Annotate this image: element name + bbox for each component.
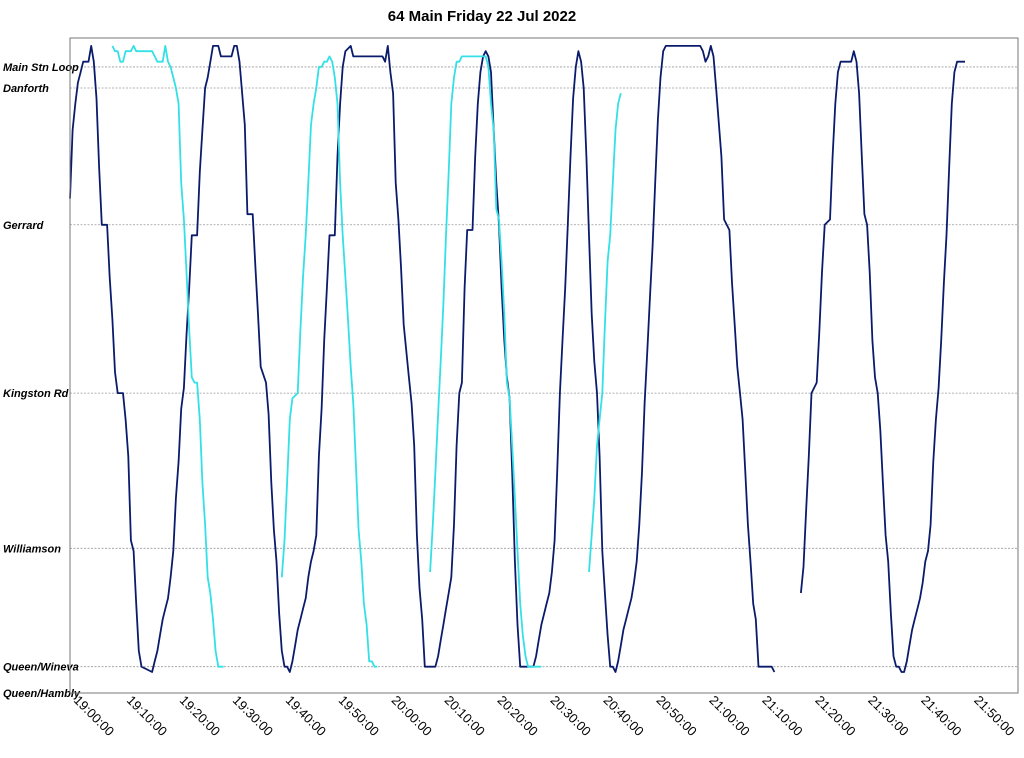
y-label-williamson: Williamson [3, 543, 61, 555]
x-tick-label: 21:30:00 [865, 693, 911, 739]
x-tick: 21:00:00 [706, 693, 752, 739]
x-tick: 19:40:00 [283, 693, 329, 739]
x-tick-label: 20:00:00 [389, 693, 435, 739]
x-tick: 19:10:00 [124, 693, 170, 739]
x-tick-label: 20:10:00 [442, 693, 488, 739]
x-tick-label: 20:20:00 [495, 693, 541, 739]
x-tick-label: 21:10:00 [759, 693, 805, 739]
y-label-queen-hambly: Queen/Hambly [3, 688, 81, 700]
y-label-main-stn-loop: Main Stn Loop [3, 62, 79, 74]
plot-area-frame [69, 37, 1019, 694]
x-tick: 20:40:00 [600, 693, 646, 739]
x-tick-label: 21:50:00 [971, 693, 1017, 739]
series-line-2 [800, 50, 965, 673]
gridlines [70, 66, 1018, 668]
chart-title: 64 Main Friday 22 Jul 2022 [388, 8, 576, 25]
x-tick-label: 19:50:00 [336, 693, 382, 739]
x-tick: 20:00:00 [389, 693, 435, 739]
x-axis-tick-labels: 19:00:00 19:10:00 19:20:00 19:30:00 19:40:00… [71, 693, 1018, 739]
x-tick: 21:40:00 [918, 693, 964, 739]
series-line-3 [111, 45, 224, 668]
x-tick: 20:30:00 [548, 693, 594, 739]
x-tick-label: 19:00:00 [71, 693, 117, 739]
x-tick-label: 21:20:00 [812, 693, 858, 739]
series-line-5 [429, 55, 542, 668]
y-label-danforth: Danforth [3, 83, 49, 95]
x-tick-label: 20:30:00 [548, 693, 594, 739]
x-tick: 19:00:00 [71, 693, 117, 739]
y-axis-stop-labels: Main Stn Loop Danforth Gerrard Kingston Rd W… [3, 62, 81, 700]
y-label-kingston-rd: Kingston Rd [3, 388, 69, 400]
series-lines [69, 45, 965, 673]
x-tick: 19:30:00 [230, 693, 276, 739]
x-tick: 20:50:00 [653, 693, 699, 739]
series-line-1 [69, 45, 776, 673]
series-line-6 [588, 92, 622, 573]
x-tick-label: 19:40:00 [283, 693, 329, 739]
x-tick: 21:50:00 [971, 693, 1017, 739]
x-tick: 20:20:00 [495, 693, 541, 739]
x-tick: 21:30:00 [865, 693, 911, 739]
x-tick-label: 21:00:00 [706, 693, 752, 739]
x-tick: 19:50:00 [336, 693, 382, 739]
x-tick-label: 20:40:00 [600, 693, 646, 739]
y-label-queen-wineva: Queen/Wineva [3, 662, 79, 674]
x-tick: 20:10:00 [442, 693, 488, 739]
x-tick-label: 19:10:00 [124, 693, 170, 739]
x-tick-label: 20:50:00 [653, 693, 699, 739]
y-label-gerrard: Gerrard [3, 220, 44, 232]
x-tick: 21:20:00 [812, 693, 858, 739]
x-tick-label: 21:40:00 [918, 693, 964, 739]
series-line-4 [280, 55, 378, 668]
x-tick-label: 19:30:00 [230, 693, 276, 739]
x-tick-label: 19:20:00 [177, 693, 223, 739]
x-tick: 19:20:00 [177, 693, 223, 739]
x-tick: 21:10:00 [759, 693, 805, 739]
